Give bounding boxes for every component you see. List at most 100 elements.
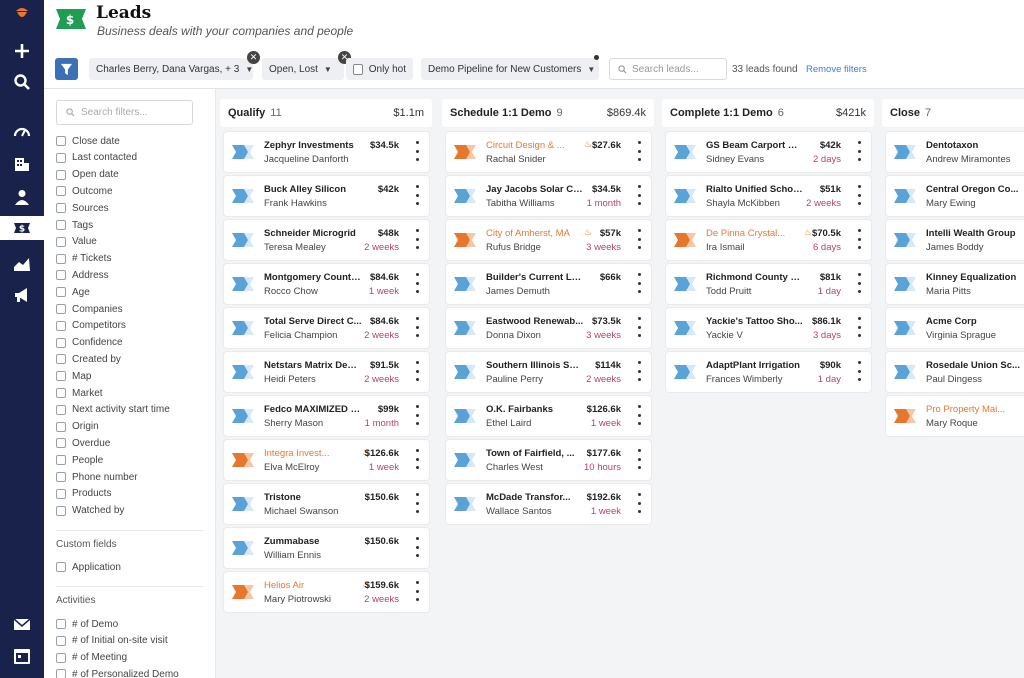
search-icon[interactable] <box>0 70 44 94</box>
lead-card[interactable]: Zephyr Investments Jacqueline Danforth $34… <box>224 132 429 172</box>
lead-card[interactable]: Builder's Current LLC James Demuth $66k <box>446 264 651 304</box>
lead-company[interactable]: Fedco MAXIMIZED PO... <box>264 404 362 415</box>
filter-checkbox[interactable] <box>56 388 66 398</box>
chart-icon[interactable] <box>0 252 44 276</box>
more-options-icon[interactable] <box>637 317 641 337</box>
lead-card[interactable]: Richmond County En... Todd Pruitt $81k 1 da… <box>666 264 871 304</box>
filter-checkbox[interactable] <box>56 304 66 314</box>
lead-company[interactable]: Tristone <box>264 492 301 503</box>
mail-icon[interactable] <box>0 612 44 636</box>
lead-company[interactable]: Rialto Unified School ... <box>706 184 804 195</box>
filter-toggle-button[interactable] <box>55 58 78 80</box>
more-options-icon[interactable] <box>637 185 641 205</box>
filter-item[interactable]: Map <box>56 369 91 383</box>
lead-card[interactable]: Helios Air ♨ Mary Piotrowski $159.6k 2 weeks <box>224 572 429 612</box>
more-options-icon[interactable] <box>637 449 641 469</box>
lead-company[interactable]: AdaptPlant Irrigation <box>706 360 800 371</box>
more-options-icon[interactable] <box>415 317 419 337</box>
more-options-icon[interactable] <box>415 581 419 601</box>
more-options-icon[interactable] <box>415 537 419 557</box>
search-leads-input[interactable]: Search leads... <box>609 58 727 80</box>
lead-card[interactable]: Tristone Michael Swanson $150.6k <box>224 484 429 524</box>
pipeline-select[interactable]: Demo Pipeline for New Customers ▼ <box>421 58 599 80</box>
lead-card[interactable]: Rialto Unified School ... Shayla McKibben… <box>666 176 871 216</box>
filter-checkbox[interactable] <box>56 337 66 348</box>
lead-card[interactable]: Pro Property Mai...♨Mary Roque <box>886 396 1024 436</box>
lead-card[interactable]: City of Amherst, MA ♨ Rufus Bridge $57k 3 we… <box>446 220 651 260</box>
filter-checkbox[interactable] <box>56 404 66 415</box>
filter-item[interactable]: Market <box>56 386 103 400</box>
filter-item[interactable]: Phone number <box>56 470 138 484</box>
person-icon[interactable] <box>0 185 44 209</box>
filter-checkbox[interactable] <box>56 505 66 516</box>
filter-checkbox[interactable] <box>56 152 66 163</box>
more-options-icon[interactable] <box>857 141 861 161</box>
lead-company[interactable]: Builder's Current LLC <box>486 272 584 283</box>
more-options-icon[interactable] <box>637 273 641 293</box>
filter-checkbox[interactable] <box>56 320 66 331</box>
filter-checkbox[interactable] <box>56 472 66 482</box>
filter-item[interactable]: Overdue <box>56 436 110 450</box>
more-options-icon[interactable] <box>637 493 641 513</box>
lead-company[interactable]: Schneider Microgrid <box>264 228 356 239</box>
filter-item[interactable]: Next activity start time <box>56 403 170 417</box>
filter-checkbox[interactable] <box>56 354 66 365</box>
lead-company[interactable]: Integra Invest... <box>264 448 330 459</box>
filter-item[interactable]: Address <box>56 268 109 282</box>
column-header[interactable]: Qualify 11 $1.1m <box>220 99 432 127</box>
filter-checkbox[interactable] <box>56 669 66 678</box>
lead-card[interactable]: Buck Alley Silicon Frank Hawkins $42k <box>224 176 429 216</box>
more-options-icon[interactable] <box>857 317 861 337</box>
lead-company[interactable]: Richmond County En... <box>706 272 804 283</box>
lead-company[interactable]: Zephyr Investments <box>264 140 354 151</box>
lead-company[interactable]: Zummabase <box>264 536 320 547</box>
lead-company[interactable]: Central Oregon Co... <box>926 184 1019 195</box>
filter-item[interactable]: Confidence <box>56 336 123 350</box>
filter-item[interactable]: # of Meeting <box>56 651 127 665</box>
lead-card[interactable]: Southern Illinois Solar Pauline Perry $114… <box>446 352 651 392</box>
more-options-icon[interactable] <box>637 141 641 161</box>
filter-item[interactable]: Companies <box>56 302 123 316</box>
acorn-logo-icon[interactable] <box>0 1 44 25</box>
filter-item[interactable]: Value <box>56 235 97 249</box>
filter-checkbox[interactable] <box>56 562 66 572</box>
lead-company[interactable]: Pro Property Mai... <box>926 404 1006 415</box>
remove-filters-link[interactable]: Remove filters <box>806 64 867 75</box>
lead-company[interactable]: Eastwood Renewab... <box>486 316 584 327</box>
filter-checkbox[interactable] <box>56 270 66 281</box>
megaphone-icon[interactable] <box>0 283 44 307</box>
lead-company[interactable]: Jay Jacobs Solar Ce... <box>486 184 584 195</box>
lead-card[interactable]: Eastwood Renewab... Donna Dixon $73.5k 3 we… <box>446 308 651 348</box>
lead-card[interactable]: GS Beam Carport Des... Sidney Evans $42k 2 … <box>666 132 871 172</box>
lead-card[interactable]: Zummabase William Ennis $150.6k <box>224 528 429 568</box>
filter-checkbox[interactable] <box>56 203 66 214</box>
lead-company[interactable]: Kinney Equalization <box>926 272 1017 283</box>
column-header[interactable]: Schedule 1:1 Demo 9 $869.4k <box>442 99 654 127</box>
filter-checkbox[interactable] <box>56 488 66 499</box>
lead-company[interactable]: McDade Transfor... <box>486 492 571 503</box>
only-hot-toggle[interactable]: Only hot <box>346 58 413 80</box>
lead-card[interactable]: Integra Invest... ♨ Elva McElroy $126.6k 1 w… <box>224 440 429 480</box>
plus-icon[interactable] <box>0 39 44 63</box>
filter-checkbox[interactable] <box>56 169 66 180</box>
filter-checkbox[interactable] <box>56 236 66 247</box>
filter-checkbox[interactable] <box>56 186 66 197</box>
lead-card[interactable]: Fedco MAXIMIZED PO... Sherry Mason $99k 1 m… <box>224 396 429 436</box>
more-options-icon[interactable] <box>415 405 419 425</box>
lead-card[interactable]: De Pinna Crystal... ♨ Ira Ismail $70.5k 6 da… <box>666 220 871 260</box>
lead-card[interactable]: Dentotaxon Andrew Miramontes <box>886 132 1024 172</box>
lead-company[interactable]: Total Serve Direct C... <box>264 316 362 327</box>
lead-company[interactable]: Southern Illinois Solar <box>486 360 584 371</box>
lead-company[interactable]: Town of Fairfield, ... <box>486 448 575 459</box>
status-filter-chip[interactable]: Open, Lost ▼ ✕ <box>262 51 351 80</box>
dollar-icon[interactable]: $ <box>0 216 44 240</box>
lead-company[interactable]: Acme Corp <box>926 316 977 327</box>
lead-card[interactable]: Total Serve Direct C... Felicia Champion $… <box>224 308 429 348</box>
lead-company[interactable]: GS Beam Carport Des... <box>706 140 804 151</box>
building-icon[interactable] <box>0 152 44 176</box>
filter-checkbox[interactable] <box>56 253 66 264</box>
filter-item[interactable]: # Tickets <box>56 252 111 266</box>
more-options-icon[interactable] <box>415 493 419 513</box>
more-options-icon[interactable] <box>857 361 861 381</box>
lead-card[interactable]: Kinney Equalization Maria Pitts <box>886 264 1024 304</box>
